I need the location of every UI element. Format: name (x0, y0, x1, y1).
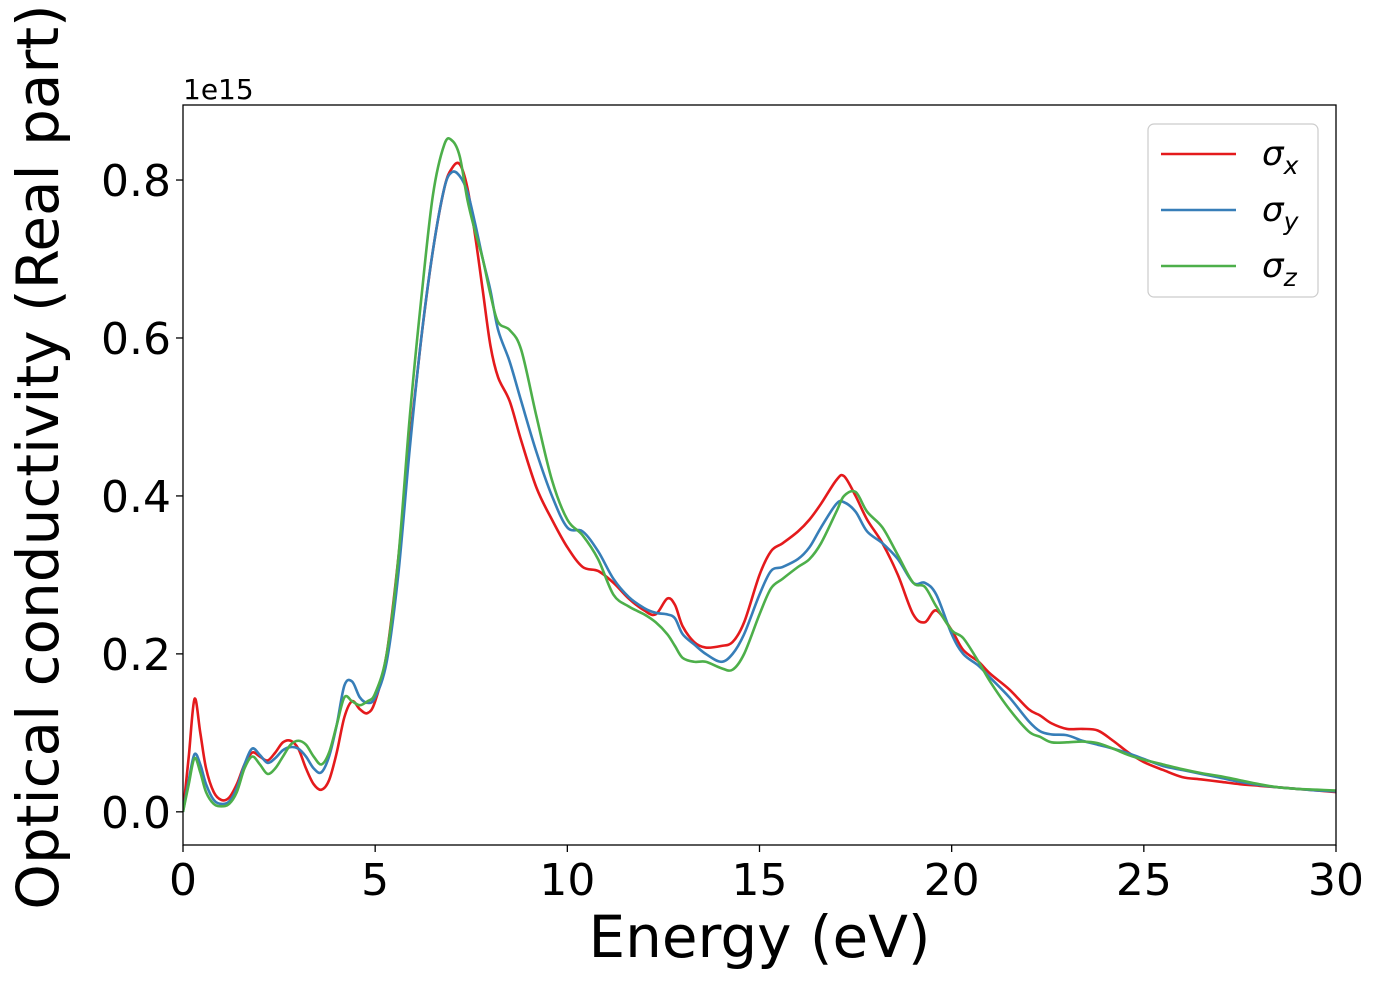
y-tick-label: 0.4 (101, 472, 171, 523)
y-axis-title: Optical conductivity (Real part) (4, 4, 72, 909)
y-tick-label: 0.6 (101, 314, 171, 365)
x-tick-label: 30 (1308, 855, 1364, 906)
y-tick-label: 0.2 (101, 630, 171, 681)
x-tick-label: 0 (169, 855, 197, 906)
y-offset-label: 1e15 (183, 73, 254, 106)
x-tick-label: 10 (539, 855, 595, 906)
legend-label-sigma-x: σx (1262, 134, 1299, 180)
x-axis-title: Energy (eV) (588, 903, 930, 971)
series-line-sigma-y (183, 170, 1336, 813)
x-tick-label: 5 (361, 855, 389, 906)
series-layer (183, 137, 1336, 813)
x-tick-label: 15 (732, 855, 788, 906)
tick-layer: 0 5 10 15 20 25 30 0.0 0.2 0.4 0.6 0.8 (101, 156, 1364, 906)
y-tick-label: 0.0 (101, 788, 171, 839)
x-tick-label: 20 (924, 855, 980, 906)
series-line-sigma-z (183, 137, 1336, 813)
y-tick-label: 0.8 (101, 156, 171, 207)
x-tick-label: 25 (1116, 855, 1172, 906)
